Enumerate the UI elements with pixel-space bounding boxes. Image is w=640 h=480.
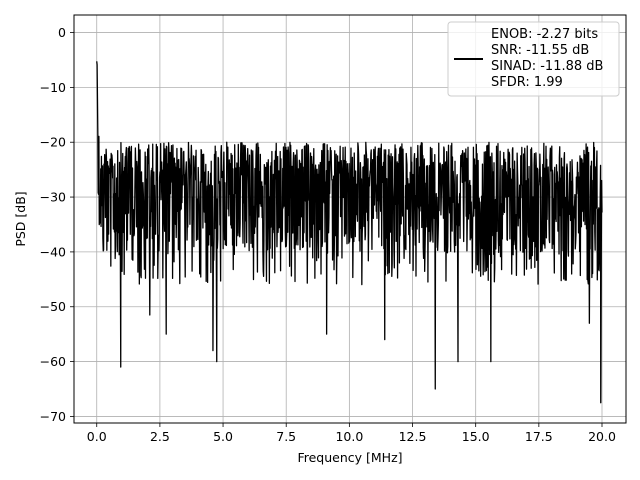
x-tick-label: 2.5 — [150, 429, 170, 444]
legend-entry-sinad: SINAD: -11.88 dB — [491, 59, 603, 74]
legend-entry-snr: SNR: -11.55 dB — [491, 43, 589, 58]
x-tick-label: 7.5 — [276, 429, 296, 444]
y-tick-label: −60 — [40, 354, 66, 369]
y-tick-label: 0 — [58, 25, 66, 40]
x-tick-label: 5.0 — [213, 429, 233, 444]
y-tick-label: −40 — [40, 244, 66, 259]
x-tick-label: 10.0 — [335, 429, 363, 444]
y-tick-label: −30 — [40, 190, 66, 205]
psd-trace — [96, 61, 603, 404]
x-tick-label: 15.0 — [462, 429, 490, 444]
legend-entry-sfdr: SFDR: 1.99 — [491, 75, 563, 90]
x-tick-label: 20.0 — [588, 429, 616, 444]
legend-box — [447, 21, 620, 97]
legend: ENOB: -2.27 bits SNR: -11.55 dB SINAD: -… — [447, 21, 620, 97]
y-tick-label: −10 — [40, 80, 66, 95]
y-tick-label: −70 — [40, 409, 66, 424]
legend-entry-enob: ENOB: -2.27 bits — [491, 27, 598, 42]
y-axis-title: PSD [dB] — [13, 191, 28, 246]
y-tick-label: −20 — [40, 135, 66, 150]
x-tick-label: 17.5 — [525, 429, 553, 444]
x-tick-label: 0.0 — [87, 429, 107, 444]
y-tick-label: −50 — [40, 299, 66, 314]
axis-ticks: 0.0 2.5 5.0 7.5 10.0 12.5 15.0 17.5 20.0 0 −10 −20 −… — [40, 25, 616, 444]
plot-frame — [73, 14, 627, 424]
x-tick-label: 12.5 — [399, 429, 427, 444]
psd-series-line — [96, 61, 603, 404]
x-axis-title: Frequency [MHz] — [297, 450, 402, 465]
